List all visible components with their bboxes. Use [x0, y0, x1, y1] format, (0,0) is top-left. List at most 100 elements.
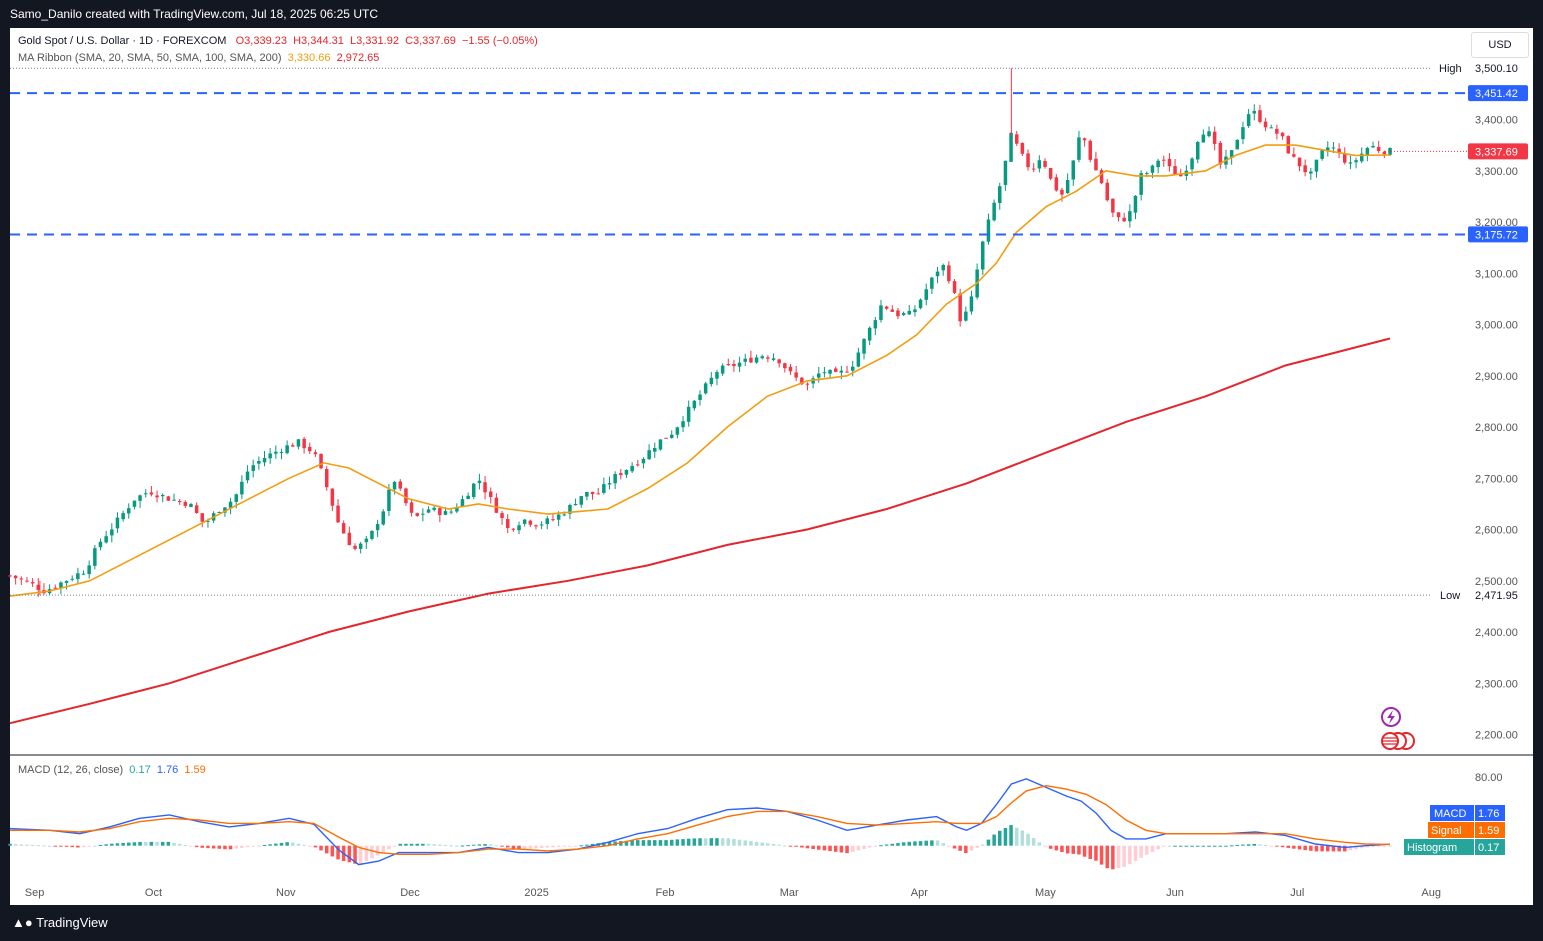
histogram-bar: [918, 841, 923, 846]
histogram-bar: [867, 845, 872, 848]
histogram-bar: [189, 845, 193, 847]
candle-body: [1376, 146, 1381, 152]
candle-body: [907, 310, 911, 315]
candle-body: [992, 202, 996, 221]
candle-body: [477, 480, 482, 484]
histogram-bar: [1309, 845, 1313, 851]
histogram-bar: [924, 840, 928, 846]
macd-badge-value: 1.76: [1478, 808, 1499, 820]
time-tick-label: Sep: [25, 887, 45, 899]
ma-value-sma20: 3,330.66: [287, 52, 331, 64]
time-tick-label: Feb: [656, 887, 675, 899]
histogram-bar: [330, 845, 335, 857]
candle-body: [1371, 146, 1375, 148]
macd-title[interactable]: MACD (12, 26, close): [18, 764, 124, 776]
histogram-bar: [851, 845, 855, 852]
candle-body: [862, 339, 866, 354]
histogram-bar: [788, 845, 793, 847]
histogram-bar: [53, 845, 57, 847]
histogram-bar: [161, 841, 165, 846]
candle-body: [302, 438, 306, 449]
candle-body: [234, 494, 238, 502]
candle-body: [161, 495, 165, 497]
time-tick-label: May: [1035, 887, 1056, 899]
event-icons[interactable]: [1381, 707, 1415, 750]
candle-body: [1320, 150, 1324, 159]
histogram-bar: [336, 845, 340, 860]
candle-body: [715, 372, 719, 379]
candle-body: [602, 484, 606, 493]
time-axis[interactable]: Sep Oct Nov Dec 2025 Feb Mar Apr May Jun Jul Aug: [25, 887, 1441, 899]
candle-body: [1252, 110, 1256, 114]
histogram-bar: [602, 842, 606, 846]
histogram-bar: [98, 845, 103, 846]
histogram-bar: [217, 845, 221, 849]
candle-body: [1133, 195, 1138, 213]
candle-body: [1150, 165, 1155, 173]
histogram-bar: [653, 840, 657, 846]
candle-body: [144, 493, 148, 495]
candle-body: [443, 511, 448, 515]
candle-body: [1212, 131, 1217, 144]
histogram-bar: [794, 845, 798, 847]
candle-body: [296, 439, 301, 447]
histogram-bar: [947, 845, 951, 847]
candle-body: [670, 434, 674, 438]
time-tick-label: Jun: [1166, 887, 1184, 899]
support-badge[interactable]: 3,175.72: [1468, 226, 1528, 243]
histogram-bar: [1229, 845, 1234, 847]
histogram-bar: [110, 843, 114, 846]
histogram-bar: [1133, 845, 1138, 861]
candle-body: [1167, 158, 1172, 167]
ma-ribbon-label[interactable]: MA Ribbon (SMA, 20, SMA, 50, SMA, 100, S…: [18, 52, 282, 64]
candle-body: [1162, 159, 1166, 161]
candle-body: [551, 519, 555, 521]
histogram-bar: [138, 841, 142, 846]
histogram-bar: [1105, 845, 1109, 869]
histogram-bar: [245, 845, 250, 848]
candle-body: [223, 507, 227, 513]
histogram-bar: [1326, 845, 1330, 852]
candle-body: [110, 529, 114, 536]
candle-body: [845, 371, 849, 373]
histogram-bar: [766, 843, 770, 846]
histogram-bar: [319, 845, 323, 851]
candle-body: [822, 372, 827, 374]
histogram-bar: [415, 843, 419, 846]
histogram-bar: [715, 838, 719, 846]
resistance-badge[interactable]: 3,451.42: [1468, 85, 1528, 102]
histogram-bar: [1297, 845, 1302, 850]
macd-legend: MACD (12, 26, close) 0.17 1.76 1.59: [18, 764, 206, 776]
candle-body: [381, 511, 385, 525]
last-price-badge[interactable]: 3,337.69: [1468, 143, 1528, 160]
histogram-bar: [670, 839, 674, 846]
ma-legend: MA Ribbon (SMA, 20, SMA, 50, SMA, 100, S…: [18, 52, 379, 64]
candle-body: [981, 241, 985, 270]
candle-body: [607, 483, 612, 485]
histogram-bar: [364, 845, 369, 861]
candle-body: [370, 530, 374, 539]
histogram-bar: [1376, 845, 1381, 847]
candle-body: [325, 469, 329, 488]
candle-body: [494, 497, 499, 513]
candle-body: [579, 496, 583, 505]
histogram-bar: [805, 845, 810, 849]
histogram-bar: [387, 845, 391, 850]
candle-body: [545, 518, 549, 524]
histogram-bar: [760, 842, 764, 846]
histogram-bar: [404, 843, 408, 846]
symbol-title[interactable]: Gold Spot / U.S. Dollar · 1D · FOREXCOM: [18, 35, 227, 47]
currency-button[interactable]: USD: [1471, 32, 1529, 58]
candle-body: [590, 491, 595, 495]
candle-body: [873, 320, 878, 329]
candle-body: [1173, 166, 1177, 175]
histogram-bar: [257, 845, 261, 847]
histogram-bar: [183, 845, 188, 846]
candle-body: [104, 536, 108, 543]
chart-frame[interactable]: [10, 28, 1533, 905]
candle-body: [149, 492, 154, 495]
histogram-bar: [986, 839, 991, 846]
candle-body: [291, 445, 295, 447]
candle-body: [630, 465, 634, 472]
